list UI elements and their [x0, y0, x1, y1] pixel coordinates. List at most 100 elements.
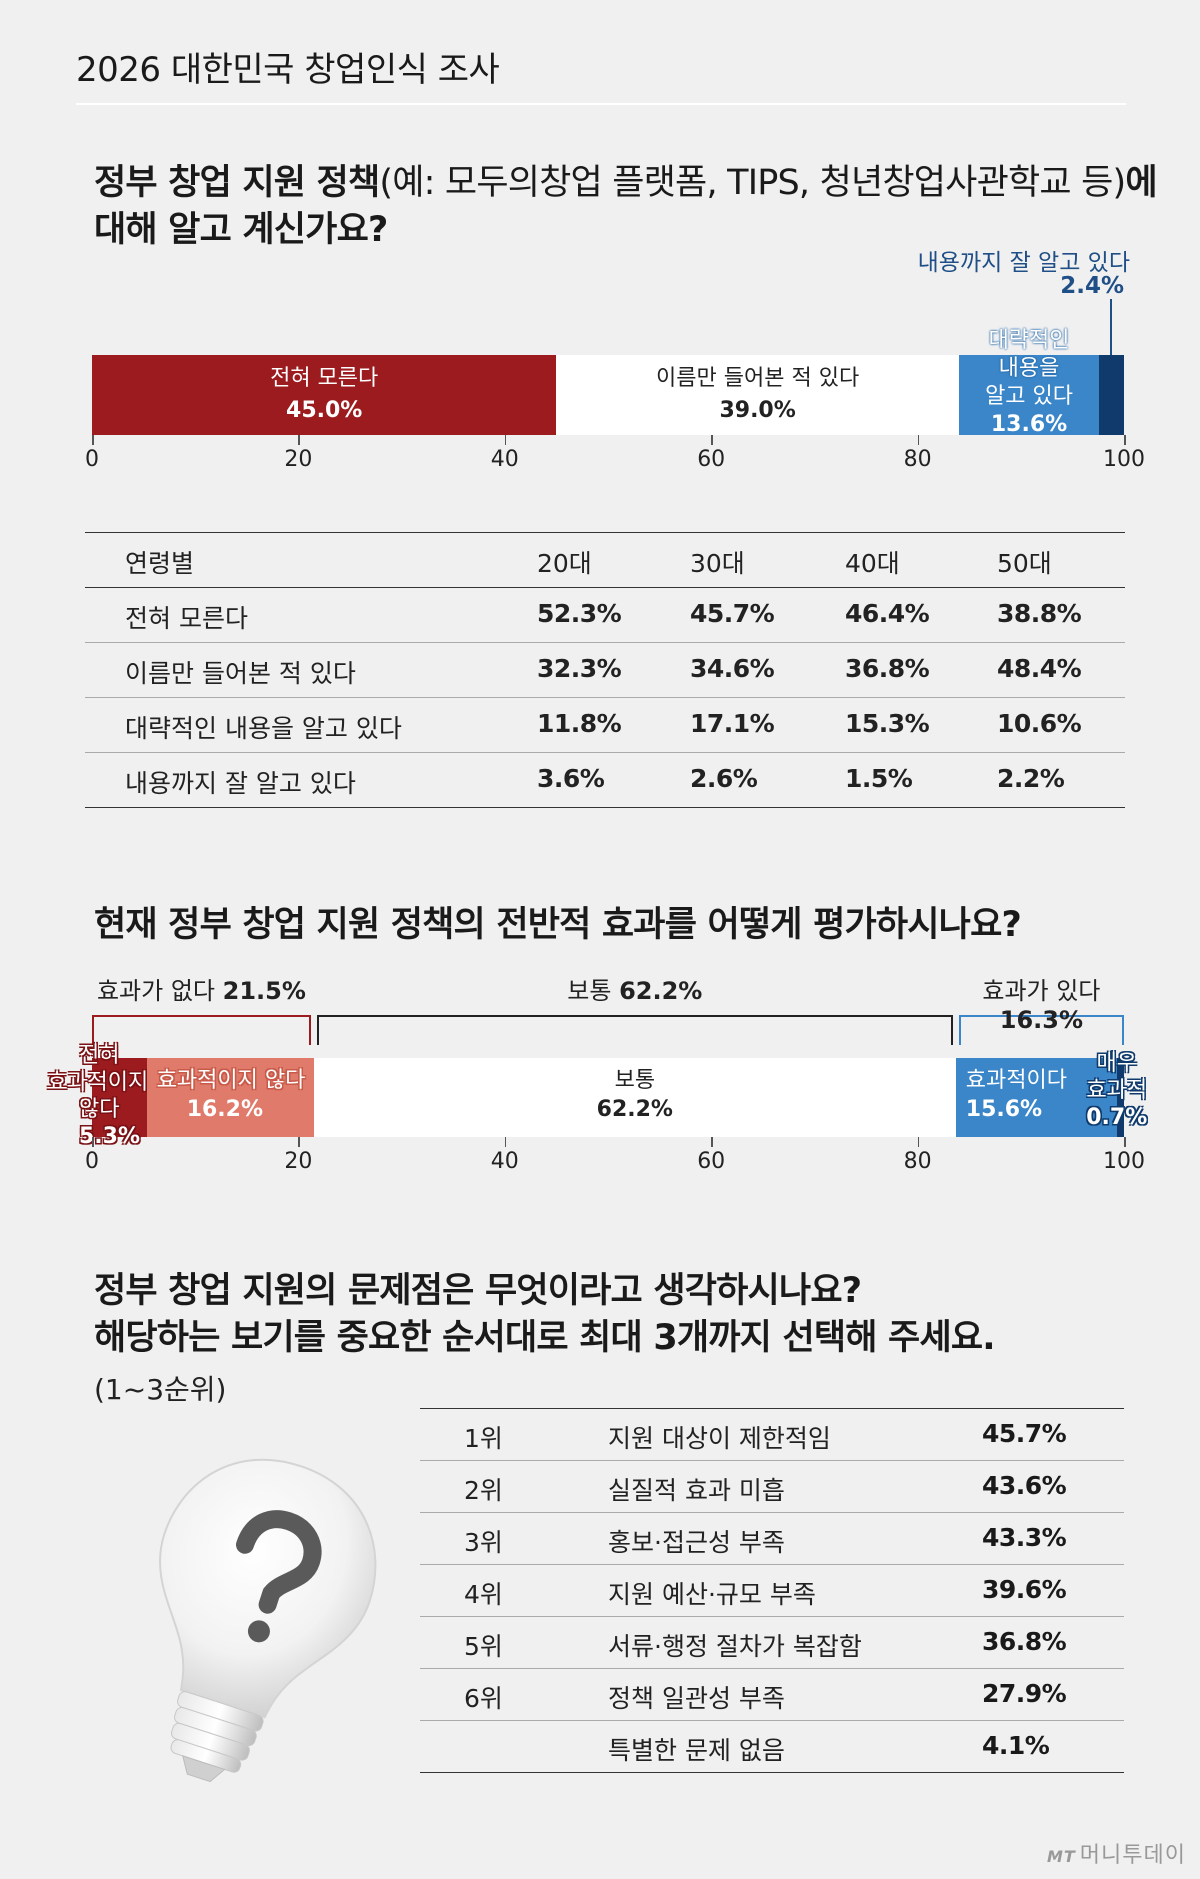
row-value: 15.3%: [845, 709, 930, 738]
rank-row-divider: [420, 1564, 1124, 1565]
footer-logo: MT 머니투데이: [1047, 1837, 1186, 1869]
page-title: 2026 대한민국 창업인식 조사: [76, 50, 500, 90]
rank-row-divider: [420, 1408, 1124, 1409]
axis-tick-label: 60: [697, 447, 726, 472]
bar-segment-label: 매우 효과적 0.7%: [1077, 1050, 1157, 1131]
header-divider: [76, 103, 1126, 105]
rank-row-divider: [420, 1668, 1124, 1669]
segment-name: 내용을: [998, 356, 1060, 381]
rank-label: 3위: [464, 1528, 503, 1557]
segment-name: 대략적인: [988, 328, 1070, 353]
axis-tick-label: 80: [903, 1149, 932, 1174]
q1-title: 정부 창업 지원 정책(예: 모두의창업 플랫폼, TIPS, 청년창업사관학교…: [94, 160, 1158, 254]
table-row: 이름만 들어본 적 있다 32.3% 34.6% 36.8% 48.4%: [85, 642, 1125, 697]
axis-tick: [504, 435, 507, 445]
row-value: 34.6%: [690, 654, 775, 683]
segment-value: 62.2%: [596, 1097, 673, 1122]
problem-value: 39.6%: [982, 1575, 1067, 1604]
axis-tick-label: 100: [1103, 1149, 1145, 1174]
table-top-border: [85, 532, 1125, 533]
row-label: 내용까지 잘 알고 있다: [125, 769, 356, 798]
problem-item: 서류·행정 절차가 복잡함: [608, 1632, 862, 1661]
row-value: 32.3%: [537, 654, 622, 683]
table-bottom-border: [85, 807, 1125, 808]
bar-segment: [1116, 1058, 1124, 1137]
table-row-divider: [85, 752, 1125, 753]
table-header-row: 연령별 20대 30대 40대 50대: [85, 532, 1125, 587]
rank-row: 2위 실질적 효과 미흡 43.6%: [420, 1460, 1124, 1512]
group-value: 62.2%: [619, 977, 703, 1005]
segment-value: 16.2%: [186, 1097, 264, 1122]
row-value: 3.6%: [537, 764, 605, 793]
bar-segment-label: 효과적이지 않다 16.2%: [157, 1066, 364, 1124]
bar-segment-label: 보통 62.2%: [314, 1066, 956, 1124]
bar-segment: [313, 1058, 956, 1137]
row-value: 1.5%: [845, 764, 913, 793]
row-label: 전혀 모른다: [125, 604, 248, 633]
rank-label: 2위: [464, 1476, 503, 1505]
q2-group-brackets: 효과가 없다 21.5% 보통 62.2% 효과가 있다 16.3%: [0, 965, 1200, 1055]
segment-name: 이름만 들어본 적 있다: [656, 366, 860, 391]
axis-tick: [917, 435, 920, 445]
segment-name: 전혀: [79, 1043, 120, 1068]
q1-callout-label: 내용까지 잘 알고 있다: [917, 250, 1130, 276]
rank-row: 4위 지원 예산·규모 부족 39.6%: [420, 1564, 1124, 1616]
segment-name: 효과적: [1086, 1078, 1148, 1103]
axis-tick-label: 0: [85, 447, 99, 472]
segment-name: 전혀 모른다: [270, 366, 379, 391]
segment-value: 5.3%: [79, 1124, 141, 1149]
rank-label: 1위: [464, 1424, 503, 1453]
table-header-cell: 20대: [537, 549, 592, 578]
rank-label: 4위: [464, 1580, 503, 1609]
age-table: 연령별 20대 30대 40대 50대 전혀 모른다 52.3% 45.7% 46.4% 38.8…: [85, 532, 1125, 812]
axis-tick: [711, 435, 713, 445]
problem-value: 43.6%: [982, 1471, 1067, 1500]
bar-segment-label: 전혀 모른다 45.0%: [92, 363, 556, 427]
footer-brand: 머니투데이: [1079, 1843, 1186, 1868]
table-header-cell: 50대: [997, 549, 1052, 578]
axis-tick-label: 40: [490, 447, 519, 472]
row-value: 52.3%: [537, 599, 622, 628]
axis-tick: [917, 1137, 920, 1147]
segment-name-end: 않다: [79, 1097, 120, 1122]
segment-value: 45.0%: [286, 398, 363, 423]
q3-subtitle: (1~3순위): [94, 1373, 227, 1406]
table-row-divider: [85, 642, 1125, 643]
q3-title: 정부 창업 지원의 문제점은 무엇이라고 생각하시나요? 해당하는 보기를 중요…: [94, 1268, 996, 1362]
q1-title-examples: (예: 모두의창업 플랫폼, TIPS, 청년창업사관학교 등): [379, 163, 1126, 203]
group-value: 21.5%: [222, 977, 306, 1005]
group-label: 효과가 없다 21.5%: [92, 971, 311, 1006]
group-label: 보통 62.2%: [317, 971, 953, 1006]
row-value: 48.4%: [997, 654, 1082, 683]
bar-segment: [955, 1058, 1117, 1137]
table-header-cell: 연령별: [125, 549, 195, 578]
rank-row-divider: [420, 1720, 1124, 1721]
rank-row: 특별한 문제 없음 4.1%: [420, 1720, 1124, 1772]
rank-row-divider: [420, 1512, 1124, 1513]
bar-segment-label: 대략적인 내용을 알고 있다 13.6%: [959, 327, 1099, 439]
bar-segment: [958, 355, 1100, 435]
table-row: 전혀 모른다 52.3% 45.7% 46.4% 38.8%: [85, 587, 1125, 642]
axis-tick-label: 80: [903, 447, 932, 472]
axis-tick-label: 60: [697, 1149, 726, 1174]
segment-value: 15.6%: [965, 1097, 1043, 1122]
problem-item: 홍보·접근성 부족: [608, 1528, 785, 1557]
axis-tick: [1124, 1137, 1126, 1147]
lightbulb-question-icon: [159, 1458, 377, 1783]
bar-segment: [1099, 355, 1124, 435]
axis-tick: [1124, 435, 1126, 445]
rank-row: 5위 서류·행정 절차가 복잡함 36.8%: [420, 1616, 1124, 1668]
axis-tick: [298, 435, 300, 445]
axis-tick: [711, 1137, 713, 1147]
rank-row: 1위 지원 대상이 제한적임 45.7%: [420, 1408, 1124, 1460]
segment-name: 효과적이지: [47, 1070, 149, 1095]
problem-value: 43.3%: [982, 1523, 1067, 1552]
group-label: 효과가 있다 16.3%: [959, 971, 1124, 1034]
axis-tick: [92, 435, 94, 445]
group-bracket: [958, 1015, 1124, 1045]
q1-title-line2: 대해 알고 계신가요?: [94, 210, 388, 250]
q3-title-line2: 해당하는 보기를 중요한 순서대로 최대 3개까지 선택해 주세요.: [94, 1318, 996, 1358]
bar-segment-label: 전혀 효과적이지 않다 5.3%: [47, 1042, 177, 1150]
footer-mark: MT: [1046, 1847, 1076, 1866]
row-value: 2.6%: [690, 764, 758, 793]
